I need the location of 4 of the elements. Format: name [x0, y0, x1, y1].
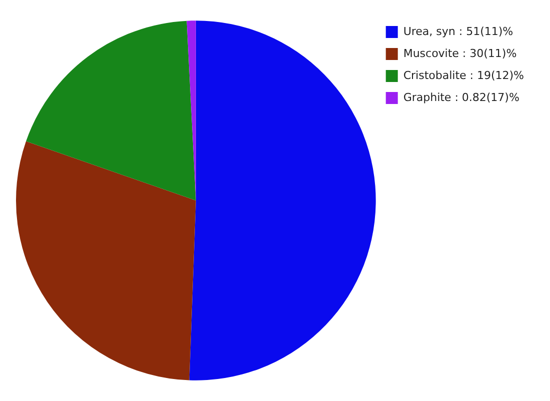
legend-label: Cristobalite : 19(12)% — [403, 68, 524, 82]
legend-label: Muscovite : 30(11)% — [403, 46, 517, 60]
legend-label: Urea, syn : 51(11)% — [403, 24, 514, 38]
legend-label: Graphite : 0.82(17)% — [403, 90, 520, 104]
